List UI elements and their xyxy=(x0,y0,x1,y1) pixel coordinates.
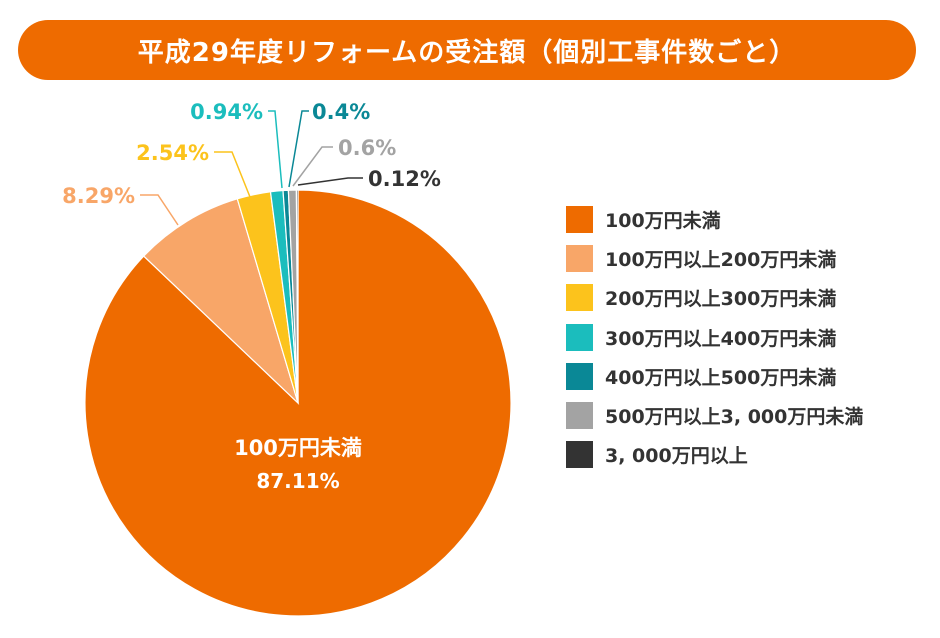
legend-label-6: 3, 000万円以上 xyxy=(605,445,748,468)
leader-line-5 xyxy=(292,146,333,187)
leader-line-2 xyxy=(214,151,251,198)
slice-value-label-4: 0.4% xyxy=(312,100,370,124)
legend-label-4: 400万円以上500万円未満 xyxy=(605,366,837,389)
legend-label-2: 200万円以上300万円未満 xyxy=(605,288,837,311)
leader-line-1 xyxy=(140,194,179,226)
legend-item-0: 100万円未満 xyxy=(566,200,863,239)
leader-line-3 xyxy=(268,110,283,189)
slice-label-0: 100万円未満 xyxy=(234,436,362,460)
legend-label-3: 300万円以上400万円未満 xyxy=(605,327,837,350)
legend-item-3: 300万円以上400万円未満 xyxy=(566,318,863,357)
legend-swatch-1 xyxy=(566,245,593,273)
leader-line-4 xyxy=(288,110,309,188)
legend-swatch-6 xyxy=(566,441,593,469)
slice-value-label-3: 0.94% xyxy=(190,100,263,124)
legend-swatch-2 xyxy=(566,284,593,312)
legend-item-4: 400万円以上500万円未満 xyxy=(566,357,863,396)
slice-value-label-1: 8.29% xyxy=(62,184,135,208)
legend: 100万円未満 100万円以上200万円未満 200万円以上300万円未満 300万円… xyxy=(566,200,863,474)
legend-label-1: 100万円以上200万円未満 xyxy=(605,249,837,272)
legend-label-0: 100万円未満 xyxy=(605,210,721,233)
legend-swatch-0 xyxy=(566,206,593,234)
slice-value-label-5: 0.6% xyxy=(338,136,396,160)
slice-value-label-6: 0.12% xyxy=(368,167,441,191)
legend-item-2: 200万円以上300万円未満 xyxy=(566,278,863,317)
legend-swatch-5 xyxy=(566,402,593,430)
legend-item-6: 3, 000万円以上 xyxy=(566,435,863,474)
slice-value-label-2: 2.54% xyxy=(136,141,209,165)
slice-value-label-0: 87.11% xyxy=(256,469,339,493)
legend-item-1: 100万円以上200万円未満 xyxy=(566,239,863,278)
chart-title: 平成29年度リフォームの受注額（個別工事件数ごと） xyxy=(137,37,797,68)
leader-line-6 xyxy=(297,177,363,186)
legend-swatch-3 xyxy=(566,323,593,351)
pie-slice-6 xyxy=(295,189,299,404)
legend-swatch-4 xyxy=(566,362,593,390)
title-bar: 平成29年度リフォームの受注額（個別工事件数ごと） xyxy=(18,20,916,80)
legend-label-5: 500万円以上3, 000万円未満 xyxy=(605,406,864,429)
legend-item-5: 500万円以上3, 000万円未満 xyxy=(566,396,863,435)
pie-slice-1 xyxy=(142,198,300,405)
